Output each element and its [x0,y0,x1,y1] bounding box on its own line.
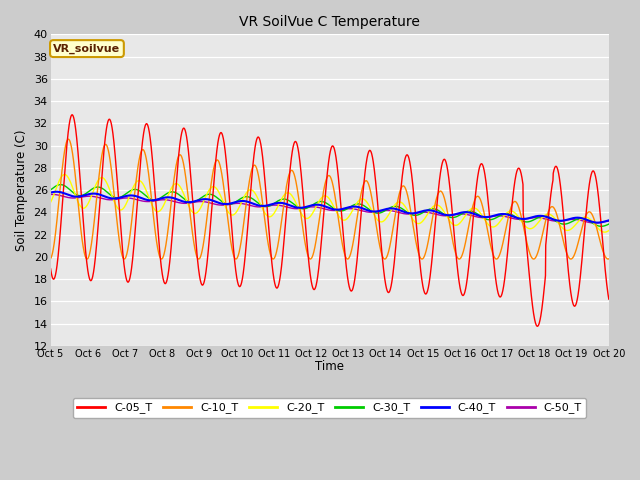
Text: VR_soilvue: VR_soilvue [53,44,120,54]
Legend: C-05_T, C-10_T, C-20_T, C-30_T, C-40_T, C-50_T: C-05_T, C-10_T, C-20_T, C-30_T, C-40_T, … [73,398,586,418]
X-axis label: Time: Time [315,360,344,373]
Y-axis label: Soil Temperature (C): Soil Temperature (C) [15,129,28,251]
Title: VR SoilVue C Temperature: VR SoilVue C Temperature [239,15,420,29]
